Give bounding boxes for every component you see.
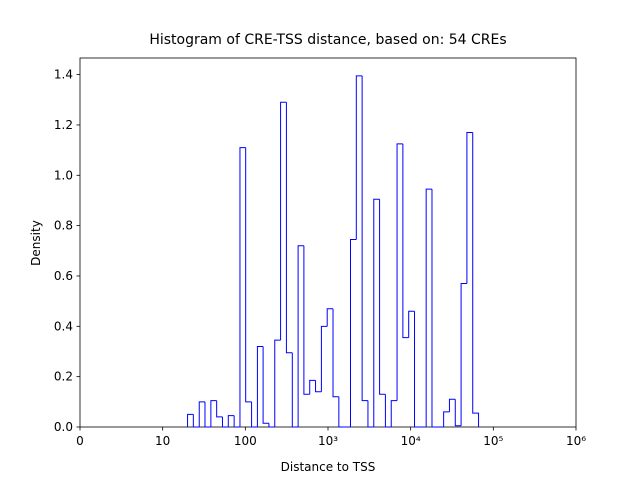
- histogram-bin: [414, 311, 421, 428]
- y-tick-label: 1.0: [54, 168, 73, 182]
- histogram-bin: [204, 401, 211, 428]
- histogram-bin: [443, 411, 450, 427]
- y-tick-label: 0.4: [54, 319, 73, 333]
- x-tick-label: 10⁴: [401, 434, 421, 448]
- histogram-bin: [472, 132, 480, 427]
- histogram-bin: [262, 346, 269, 424]
- histogram-bin: [256, 345, 264, 427]
- x-tick-label: 0: [76, 434, 84, 448]
- histogram-bin: [349, 238, 357, 427]
- y-tick-label: 0.2: [54, 370, 73, 384]
- histogram-bin: [227, 415, 235, 427]
- histogram-bin: [390, 400, 398, 427]
- histogram-bin: [251, 401, 258, 428]
- histogram-bin: [297, 245, 304, 427]
- y-tick-label: 0.8: [54, 219, 73, 233]
- histogram-bin: [303, 245, 310, 395]
- histogram-bin: [239, 147, 246, 427]
- histogram-bin: [291, 352, 299, 428]
- histogram-bin: [280, 101, 287, 341]
- histogram-bin: [448, 398, 456, 412]
- y-tick-label: 1.4: [54, 68, 73, 82]
- histogram-bin: [309, 379, 316, 395]
- histogram-bin: [425, 188, 432, 427]
- x-tick-label: 10: [155, 434, 170, 448]
- x-tick-label: 10³: [318, 434, 338, 448]
- y-tick-label: 0.6: [54, 269, 73, 283]
- x-tick-label: 10⁵: [483, 434, 503, 448]
- x-axis-label: Distance to TSS: [281, 460, 376, 474]
- histogram-bin: [315, 380, 322, 393]
- histogram-bin: [187, 413, 194, 427]
- histogram-bin: [384, 394, 392, 428]
- histogram-bin: [355, 75, 363, 240]
- y-tick-label: 0.0: [54, 420, 73, 434]
- histogram-bin: [402, 143, 409, 339]
- histogram-bin: [210, 400, 217, 427]
- histogram-bin: [367, 400, 374, 428]
- x-tick-label: 10⁶: [566, 434, 586, 448]
- chart-title: Histogram of CRE-TSS distance, based on:…: [149, 32, 506, 48]
- histogram-bin: [361, 75, 368, 402]
- plot-frame: [79, 57, 577, 428]
- y-tick-label: 1.2: [54, 118, 73, 132]
- histogram-bin: [274, 339, 281, 427]
- x-tick-label: 100: [234, 434, 257, 448]
- histogram-bin: [338, 396, 345, 428]
- histogram-bin: [233, 415, 240, 428]
- histogram-bin: [454, 399, 462, 427]
- histogram-bin: [396, 143, 403, 401]
- histogram-bin: [431, 189, 438, 428]
- histogram-bin: [245, 147, 252, 403]
- histogram-bin: [268, 423, 275, 428]
- histogram-bin: [332, 308, 339, 398]
- histogram-bin: [326, 308, 334, 327]
- y-axis-label: Density: [29, 220, 43, 266]
- histogram-bin: [373, 198, 380, 427]
- histogram-bin: [408, 310, 415, 338]
- histogram-bin: [198, 401, 205, 427]
- histogram-bin: [216, 400, 223, 418]
- histogram-bin: [192, 414, 200, 428]
- histogram-bin: [221, 416, 229, 428]
- histogram-bin: [285, 102, 293, 354]
- histogram-bin: [460, 283, 467, 426]
- histogram-bin: [379, 199, 386, 395]
- histogram-bin: [466, 132, 473, 284]
- histogram-bin: [320, 325, 328, 392]
